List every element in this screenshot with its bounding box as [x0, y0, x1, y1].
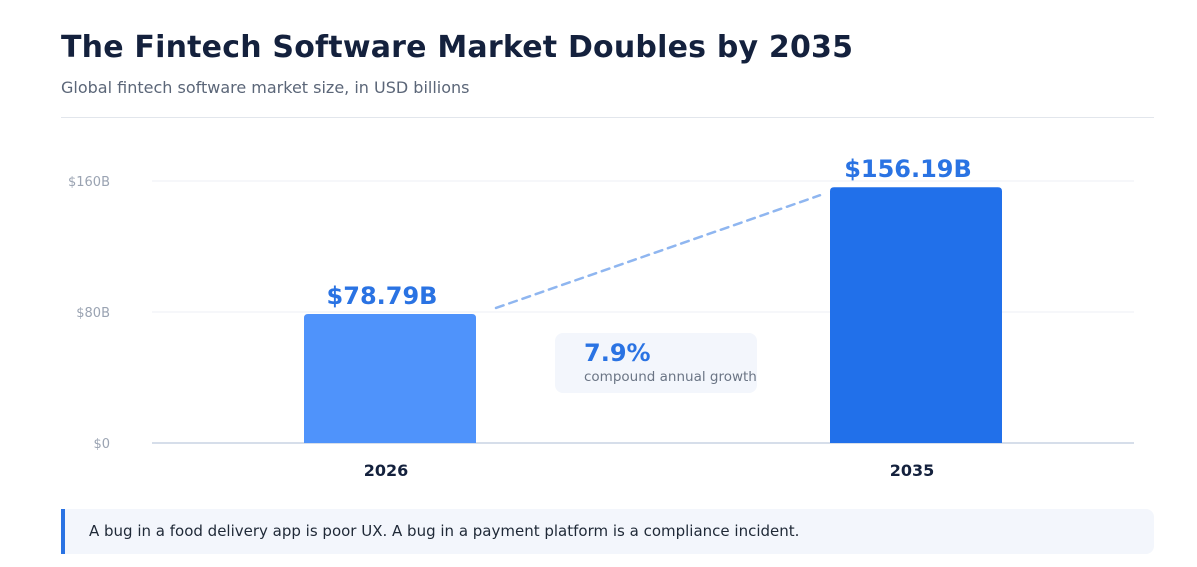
bar-2035 [830, 187, 1002, 443]
bars [304, 187, 1002, 443]
insight-note: A bug in a food delivery app is poor UX.… [61, 509, 1154, 554]
labels: $0 $80B $160B $78.79B 2026 $156.19B 2035 [68, 155, 972, 480]
header-divider [61, 117, 1154, 118]
data-label-2026: $78.79B [327, 282, 438, 310]
note-accent-bar [61, 509, 65, 554]
cagr-value: 7.9% [584, 339, 651, 367]
chart-title: The Fintech Software Market Doubles by 2… [61, 30, 854, 65]
growth-connector-line [494, 193, 822, 310]
x-tick-label-2035: 2035 [890, 461, 935, 480]
y-tick-label: $160B [68, 175, 110, 190]
bar-2026 [304, 313, 476, 443]
data-label-2035: $156.19B [844, 155, 972, 183]
y-tick-label: $0 [93, 437, 110, 452]
cagr-callout: 7.9% compound annual growth [555, 333, 757, 393]
growth-connector [494, 193, 822, 310]
chart-subtitle: Global fintech software market size, in … [61, 78, 470, 97]
cagr-label: compound annual growth [584, 369, 757, 385]
x-tick-label-2026: 2026 [364, 461, 409, 480]
y-tick-label: $80B [76, 306, 110, 321]
note-text: A bug in a food delivery app is poor UX.… [89, 522, 800, 540]
